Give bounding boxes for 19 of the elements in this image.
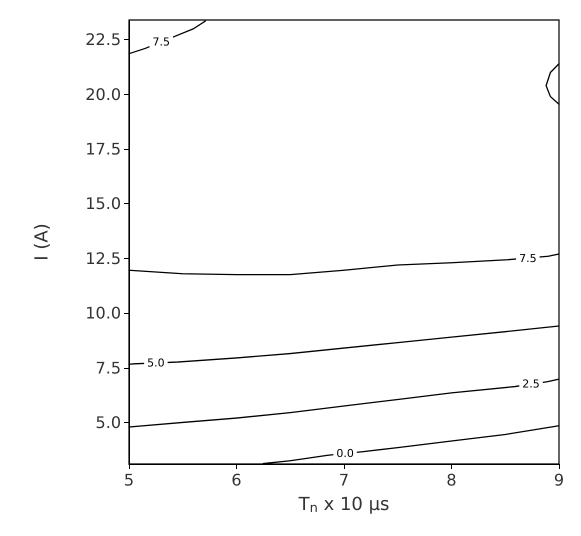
annotation: 7.5 <box>152 35 170 48</box>
y-tick-label: 5.0 <box>96 412 121 432</box>
y-tick-label: 17.5 <box>85 140 121 159</box>
y-tick-label: 22.5 <box>85 30 121 50</box>
annotation: 0.0 <box>336 447 354 460</box>
annotation: 7.5 <box>519 252 537 265</box>
x-tick-label: 7 <box>338 470 350 490</box>
y-tick-label: 12.5 <box>85 248 121 268</box>
y-tick-label: 7.5 <box>96 358 121 378</box>
annotation: 5.0 <box>147 356 165 370</box>
y-tick-label: 15.0 <box>85 194 121 214</box>
annotation: 2.5 <box>522 378 540 391</box>
x-tick-label: 8 <box>446 470 457 490</box>
y-tick-label: 20.0 <box>85 84 121 104</box>
x-tick-label: 9 <box>554 470 564 490</box>
x-tick-label: 6 <box>231 470 242 490</box>
x-tick-label: 5 <box>124 470 134 490</box>
y-tick-label: 10.0 <box>85 304 121 323</box>
y-axis-title: I (A) <box>32 223 52 261</box>
